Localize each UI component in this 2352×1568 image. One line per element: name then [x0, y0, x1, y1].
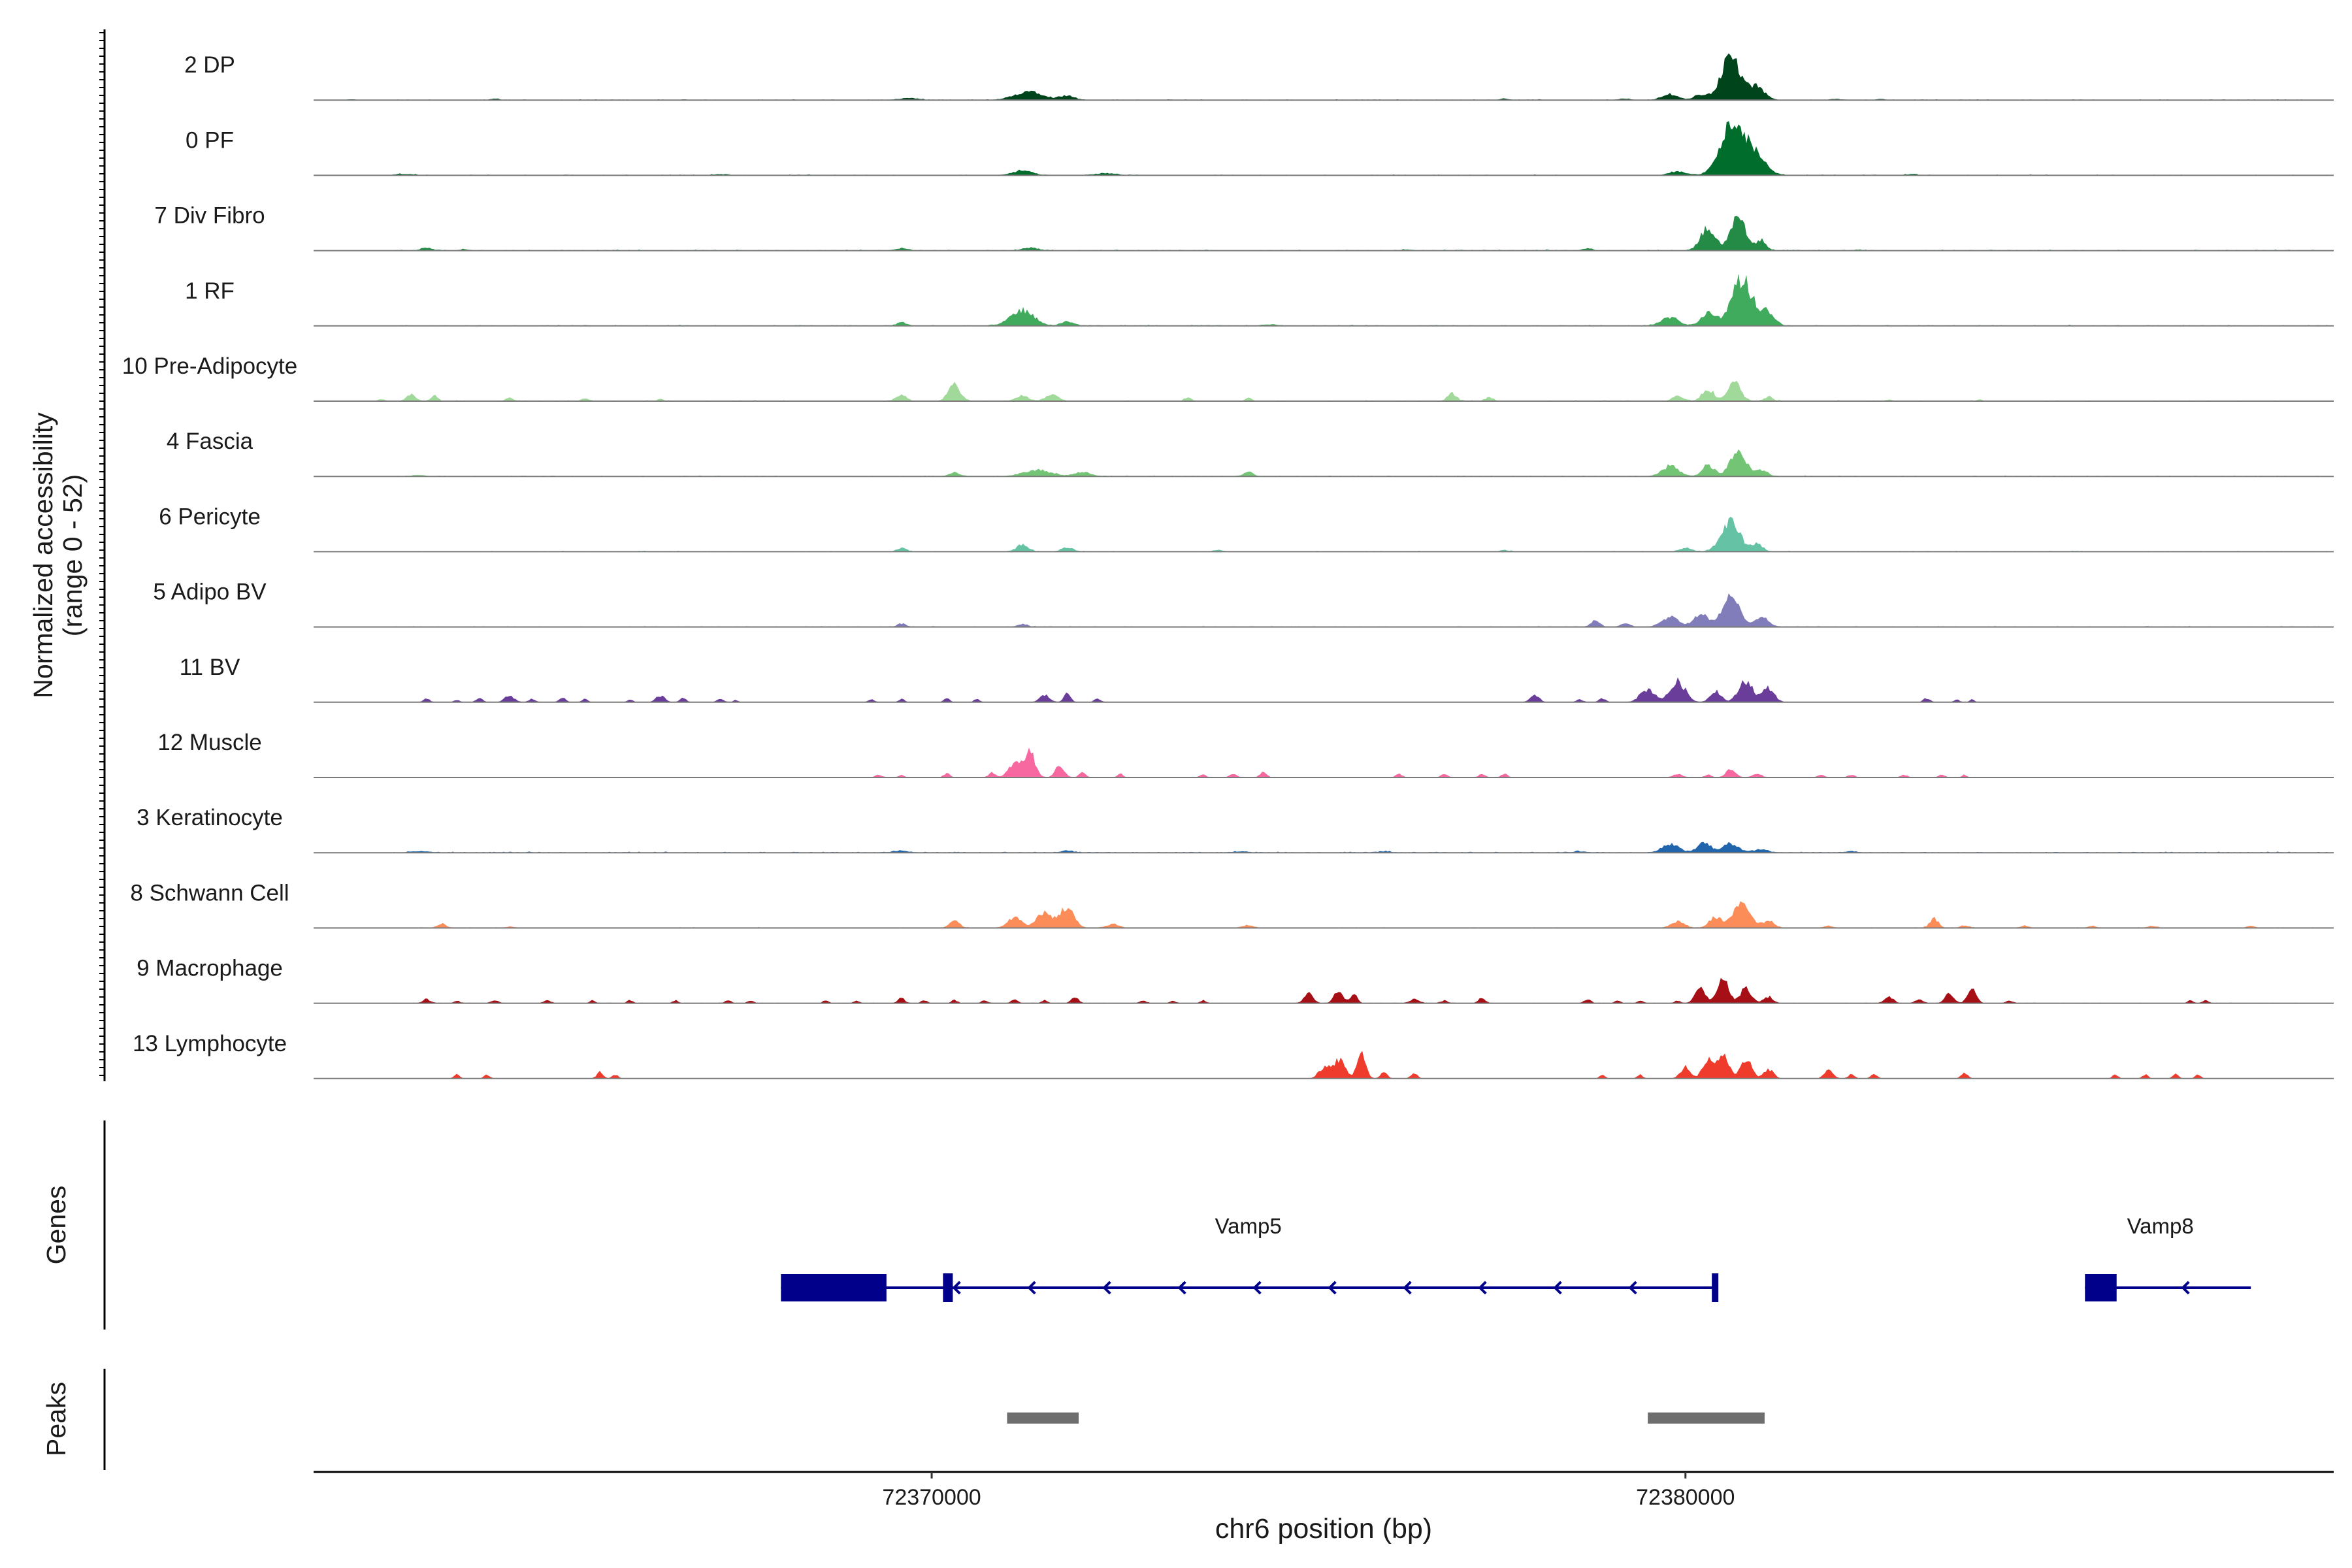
- coverage-area-0-pf: [314, 121, 2334, 176]
- gene-exon: [2085, 1274, 2117, 1301]
- track-5-adipo-bv: 5 Adipo BV: [153, 580, 2334, 628]
- peak-region: [1007, 1413, 1079, 1424]
- track-label: 8 Schwann Cell: [130, 880, 289, 906]
- track-label: 7 Div Fibro: [154, 203, 265, 229]
- gene-models: Vamp5 Vamp8: [781, 1214, 2251, 1302]
- strand-chevron: [1628, 1281, 1637, 1295]
- coverage-y-axis: Normalized accessibility (range 0 - 52): [28, 29, 106, 1081]
- track-3-keratinocyte: 3 Keratinocyte: [137, 805, 2334, 854]
- coverage-area-11-bv: [314, 677, 2334, 703]
- strand-chevron: [1328, 1281, 1337, 1295]
- track-7-div-fibro: 7 Div Fibro: [154, 203, 2334, 252]
- genes-label: Genes: [41, 1186, 71, 1265]
- strand-chevron: [1478, 1281, 1487, 1295]
- track-label: 12 Muscle: [157, 730, 262, 755]
- strand-chevron: [1553, 1281, 1562, 1295]
- track-6-pericyte: 6 Pericyte: [159, 504, 2334, 553]
- coverage-area-13-lymphocyte: [314, 1051, 2334, 1079]
- track-11-bv: 11 BV: [180, 655, 2334, 703]
- track-13-lymphocyte: 13 Lymphocyte: [133, 1031, 2334, 1079]
- gene-name: Vamp5: [1215, 1214, 1282, 1238]
- track-0-pf: 0 PF: [186, 121, 2334, 176]
- peak-regions: [1007, 1413, 1765, 1424]
- strand-chevron: [1252, 1281, 1262, 1295]
- gene-exon: [781, 1274, 887, 1301]
- coverage-area-9-macrophage: [314, 977, 2334, 1004]
- x-tick-label: 72370000: [882, 1485, 981, 1510]
- coverage-tracks: 2 DP 0 PF 7 Div Fibro 1 RF 10 Pre-Adipocyte 4…: [122, 52, 2334, 1079]
- peak-region: [1648, 1413, 1765, 1424]
- genes-panel: Genes Vamp5 Vamp8: [41, 1120, 2251, 1330]
- track-label: 10 Pre-Adipocyte: [122, 353, 297, 379]
- strand-chevron: [1177, 1281, 1186, 1295]
- strand-chevron: [1102, 1281, 1111, 1295]
- coverage-area-7-div-fibro: [314, 216, 2334, 251]
- strand-chevron: [952, 1281, 961, 1295]
- y-axis-label-line2: (range 0 - 52): [57, 474, 88, 636]
- track-10-pre-adipocyte: 10 Pre-Adipocyte: [122, 353, 2334, 402]
- track-label: 4 Fascia: [167, 429, 253, 454]
- track-label: 6 Pericyte: [159, 504, 261, 529]
- track-label: 9 Macrophage: [137, 956, 283, 981]
- track-label: 5 Adipo BV: [153, 580, 267, 605]
- peaks-panel: Peaks: [41, 1369, 1765, 1470]
- coverage-area-5-adipo-bv: [314, 593, 2334, 627]
- track-label: 1 RF: [185, 278, 235, 304]
- x-axis-label: chr6 position (bp): [1215, 1513, 1432, 1544]
- track-label: 3 Keratinocyte: [137, 805, 283, 830]
- track-label: 0 PF: [186, 127, 234, 153]
- track-label: 11 BV: [180, 655, 240, 680]
- coverage-area-8-schwann-cell: [314, 901, 2334, 928]
- gene-vamp5: Vamp5: [781, 1214, 1719, 1302]
- coverage-area-12-muscle: [314, 747, 2334, 778]
- coverage-area-2-dp: [314, 53, 2334, 101]
- gene-exon: [1712, 1273, 1719, 1302]
- track-label: 2 DP: [184, 52, 235, 78]
- coverage-area-4-fascia: [314, 449, 2334, 477]
- track-2-dp: 2 DP: [184, 52, 2334, 101]
- track-label: 13 Lymphocyte: [133, 1031, 287, 1056]
- track-8-schwann-cell: 8 Schwann Cell: [130, 880, 2334, 929]
- gene-name: Vamp8: [2127, 1214, 2194, 1238]
- peaks-label: Peaks: [41, 1382, 71, 1456]
- track-12-muscle: 12 Muscle: [157, 730, 2334, 778]
- gene-vamp8: Vamp8: [2085, 1214, 2251, 1301]
- track-1-rf: 1 RF: [185, 274, 2334, 327]
- x-axis: 72370000 72380000 chr6 position (bp): [314, 1471, 2334, 1544]
- coverage-area-6-pericyte: [314, 517, 2334, 552]
- coverage-y-ticks: [99, 32, 105, 1076]
- track-4-fascia: 4 Fascia: [167, 429, 2334, 478]
- x-tick-label: 72380000: [1636, 1485, 1735, 1510]
- gene-exon: [943, 1273, 953, 1302]
- coverage-area-10-pre-adipocyte: [314, 380, 2334, 402]
- coverage-area-1-rf: [314, 274, 2334, 327]
- x-ticks: 72370000 72380000: [882, 1472, 1735, 1510]
- track-9-macrophage: 9 Macrophage: [137, 956, 2334, 1004]
- strand-chevron: [1027, 1281, 1036, 1295]
- strand-chevron: [2181, 1281, 2190, 1295]
- coverage-area-3-keratinocyte: [314, 841, 2334, 853]
- strand-chevron: [1403, 1281, 1412, 1295]
- y-axis-label-line1: Normalized accessibility: [28, 412, 58, 698]
